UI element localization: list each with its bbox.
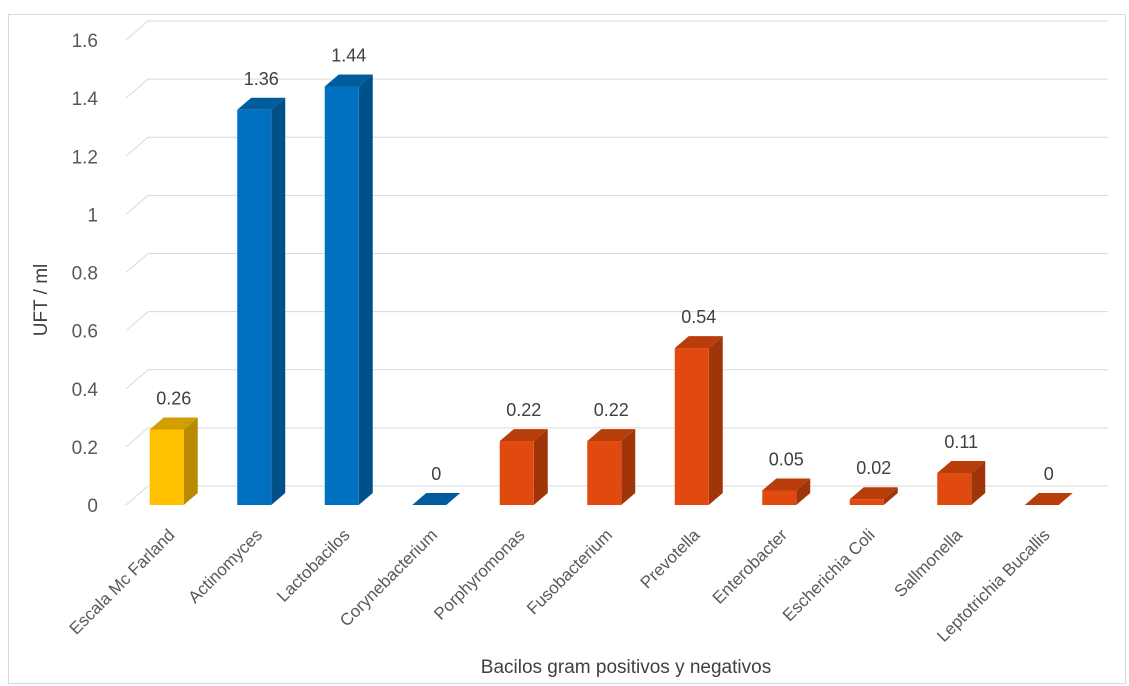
gridline-diag	[125, 136, 149, 157]
data-label: 0	[1044, 464, 1054, 484]
y-axis-title: UFT / ml	[31, 264, 52, 336]
bar-side	[621, 429, 636, 505]
bar-front	[499, 441, 534, 505]
y-tick-label: 1.6	[72, 31, 98, 52]
bar-front	[587, 441, 622, 505]
bar	[1024, 493, 1073, 505]
category-label: Escherichia Coli	[779, 525, 879, 625]
bar-front	[762, 490, 797, 505]
y-tick-label: 0.6	[72, 322, 98, 343]
data-labels: 0.26 1.36 1.44 0 0.22 0.22 0.54 0.05 0.02 0.11 0	[156, 46, 1054, 485]
bar	[499, 429, 548, 505]
gridline-diag	[125, 194, 149, 215]
bar-side	[183, 417, 198, 505]
y-tick-label: 0.8	[72, 264, 98, 285]
bar	[937, 461, 986, 505]
gridlines	[125, 20, 1108, 506]
bar-top	[412, 493, 461, 505]
bar-front	[324, 86, 359, 505]
gridline-diag	[125, 485, 149, 506]
category-label: Enterobacter	[709, 525, 792, 608]
y-tick-label: 0.2	[72, 438, 98, 459]
bar	[324, 74, 373, 505]
bar-side	[883, 487, 898, 505]
gridline-diag	[125, 20, 149, 41]
bar-side	[533, 429, 548, 505]
data-label: 1.36	[244, 69, 279, 89]
bar-side	[358, 74, 373, 505]
bar-top	[499, 429, 548, 442]
bar-top	[149, 417, 198, 430]
category-label: Sallmonella	[890, 525, 966, 601]
data-label: 0.05	[769, 449, 804, 469]
bar-side	[971, 461, 986, 505]
bar-top	[849, 487, 898, 500]
bar	[674, 336, 723, 505]
category-label: Porphyromonas	[430, 525, 528, 623]
bar	[849, 487, 898, 505]
bar-side	[708, 336, 723, 505]
gridline-diag	[125, 78, 149, 99]
category-label: Escala Mc Farland	[66, 525, 179, 638]
bar-front	[937, 473, 972, 505]
data-label: 1.44	[331, 46, 366, 66]
gridline-diag	[125, 253, 149, 273]
category-label: Corynebacterium	[336, 525, 441, 630]
bar-top	[937, 461, 986, 474]
y-tick-label: 1.2	[72, 147, 98, 168]
bar-top	[237, 97, 286, 110]
bar	[762, 478, 811, 505]
data-label: 0.22	[594, 400, 629, 420]
data-label: 0.26	[156, 388, 191, 408]
data-label: 0.54	[681, 307, 716, 327]
gridline-diag	[125, 427, 149, 448]
bar-top	[324, 74, 373, 87]
chart-frame	[8, 14, 1126, 684]
gridline-diag	[125, 369, 149, 390]
x-axis-categories: Escala Mc Farland Actinomyces Lactobacilos…	[66, 525, 1054, 646]
category-label: Lactobacilos	[273, 525, 353, 605]
y-tick-label: 1.4	[72, 89, 99, 110]
category-label: Prevotella	[637, 525, 704, 592]
bar	[237, 97, 286, 505]
y-axis-ticks: 0 0.2 0.4 0.6 0.8 1 1.2 1.4 1.6	[72, 31, 99, 517]
bars	[149, 74, 1073, 505]
data-label: 0.22	[506, 400, 541, 420]
bar-front	[237, 109, 272, 505]
bar-front	[149, 429, 184, 505]
y-tick-label: 0	[87, 496, 98, 517]
x-axis-title: Bacilos gram positivos y negativos	[481, 657, 771, 678]
bar-top	[1024, 493, 1073, 505]
y-tick-label: 0.4	[72, 380, 99, 401]
category-label: Actinomyces	[184, 525, 266, 607]
data-label: 0.11	[944, 432, 978, 452]
bar	[412, 493, 461, 505]
bar	[587, 429, 636, 505]
bar	[149, 417, 198, 505]
bar-side	[796, 478, 811, 505]
bar-front	[674, 348, 709, 505]
bar-side	[271, 97, 286, 505]
category-label: Fusobacterium	[523, 525, 616, 618]
data-label: 0.02	[856, 458, 891, 478]
bar-top	[674, 336, 723, 349]
data-label: 0	[431, 464, 441, 484]
gridline-diag	[125, 311, 149, 332]
y-tick-label: 1	[87, 205, 98, 226]
bar-front	[849, 499, 884, 505]
bar-top	[587, 429, 636, 442]
bar-top	[762, 478, 811, 491]
